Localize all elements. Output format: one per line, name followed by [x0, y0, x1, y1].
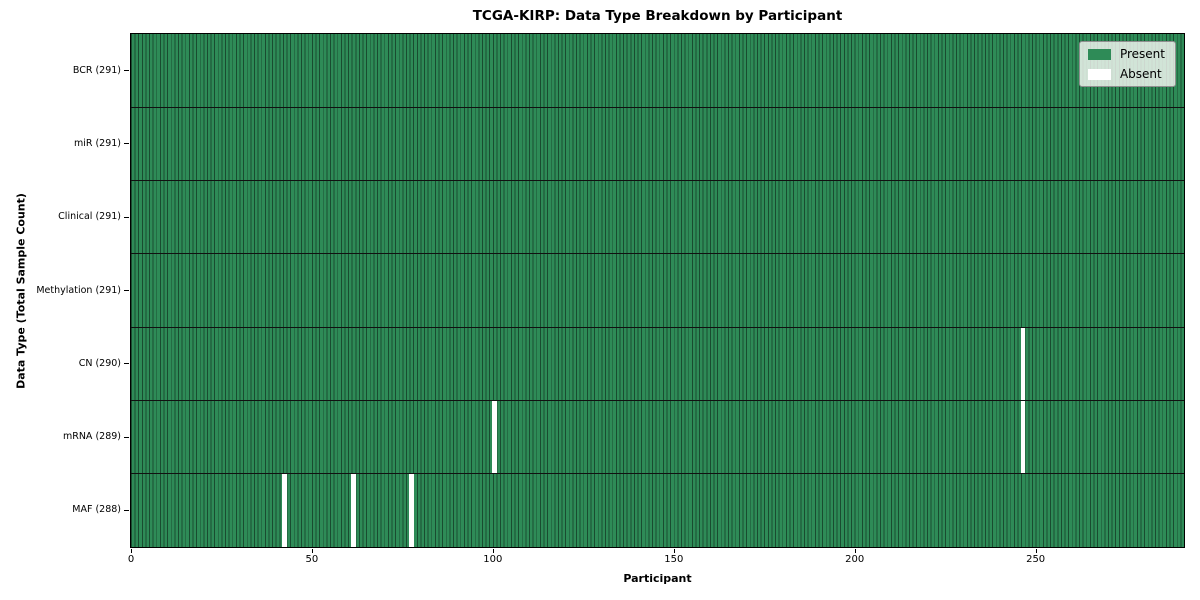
- y-axis-label: Data Type (Total Sample Count): [14, 193, 28, 389]
- y-tick-mark: [124, 363, 129, 365]
- legend-label-absent: Absent: [1119, 67, 1162, 81]
- y-tick-mark: [124, 290, 129, 291]
- legend-swatch-present-icon: [1087, 48, 1111, 60]
- x-axis-label: Participant: [623, 572, 692, 585]
- y-tick-mark: [124, 436, 129, 438]
- legend-item-absent: Absent: [1087, 67, 1165, 81]
- x-tick-mark: [1035, 548, 1037, 553]
- absent-cell: [351, 473, 356, 547]
- x-tick-label: 200: [845, 554, 865, 565]
- x-tick-label: 50: [305, 554, 319, 565]
- y-tick-mark: [124, 143, 129, 145]
- x-tick-label: 0: [127, 554, 135, 565]
- legend-swatch-absent-icon: [1087, 68, 1111, 80]
- y-tick-mark: [124, 70, 129, 72]
- y-tick-label: mRNA (289): [62, 431, 121, 443]
- y-tick-mark: [124, 216, 129, 218]
- x-tick-mark: [854, 548, 856, 553]
- row-separator: [131, 399, 1184, 401]
- row-separator: [131, 473, 1184, 475]
- x-tick-mark: [492, 548, 494, 553]
- plot-area: Present Absent: [130, 33, 1185, 548]
- chart-title: TCGA-KIRP: Data Type Breakdown by Partic…: [472, 8, 843, 24]
- y-tick-label: MAF (288): [72, 504, 121, 516]
- row-separator: [131, 326, 1184, 328]
- legend: Present Absent: [1078, 41, 1176, 87]
- legend-item-present: Present: [1087, 47, 1165, 61]
- absent-cell: [1020, 400, 1026, 474]
- absent-cell: [492, 400, 497, 474]
- x-tick-label: 250: [1026, 554, 1046, 565]
- x-tick-mark: [311, 548, 313, 553]
- x-tick-mark: [131, 548, 132, 553]
- row-separator: [131, 253, 1184, 255]
- x-tick-mark: [673, 548, 675, 553]
- row-separator: [131, 106, 1184, 108]
- absent-cell: [1020, 327, 1026, 401]
- x-tick-label: 100: [483, 554, 503, 565]
- x-tick-label: 150: [664, 554, 684, 565]
- y-tick-mark: [124, 509, 129, 511]
- y-tick-label: BCR (291): [72, 64, 121, 76]
- absent-cell: [409, 473, 414, 547]
- y-tick-label: miR (291): [73, 137, 121, 149]
- absent-cell: [282, 473, 288, 547]
- legend-label-present: Present: [1119, 47, 1165, 61]
- row-separator: [131, 180, 1184, 182]
